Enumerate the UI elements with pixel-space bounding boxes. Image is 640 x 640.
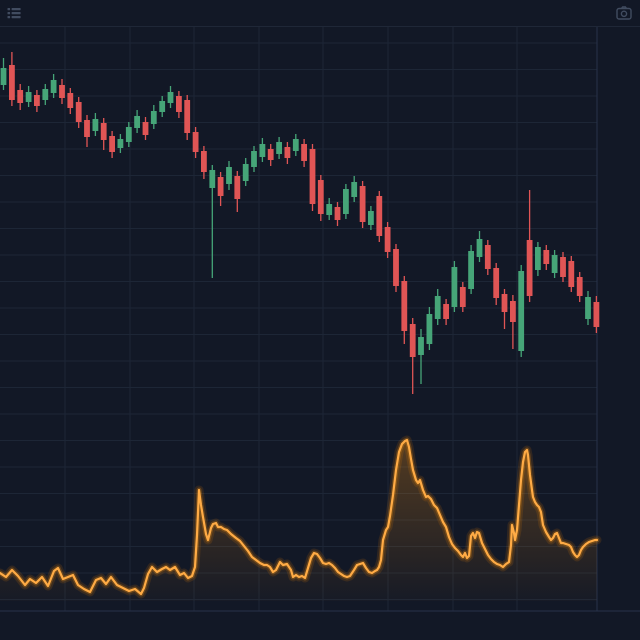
grid-layer bbox=[0, 26, 640, 612]
list-menu-icon bbox=[7, 8, 21, 19]
snapshot-button[interactable] bbox=[614, 3, 634, 23]
candlestick-series bbox=[0, 52, 600, 394]
oscillator-series bbox=[0, 435, 602, 601]
oscillator-line bbox=[0, 438, 599, 596]
camera-snapshot-icon bbox=[616, 6, 632, 20]
watchlist-menu-button[interactable] bbox=[4, 3, 24, 23]
oscillator-area-fill bbox=[0, 440, 597, 601]
toolbar bbox=[0, 0, 640, 27]
